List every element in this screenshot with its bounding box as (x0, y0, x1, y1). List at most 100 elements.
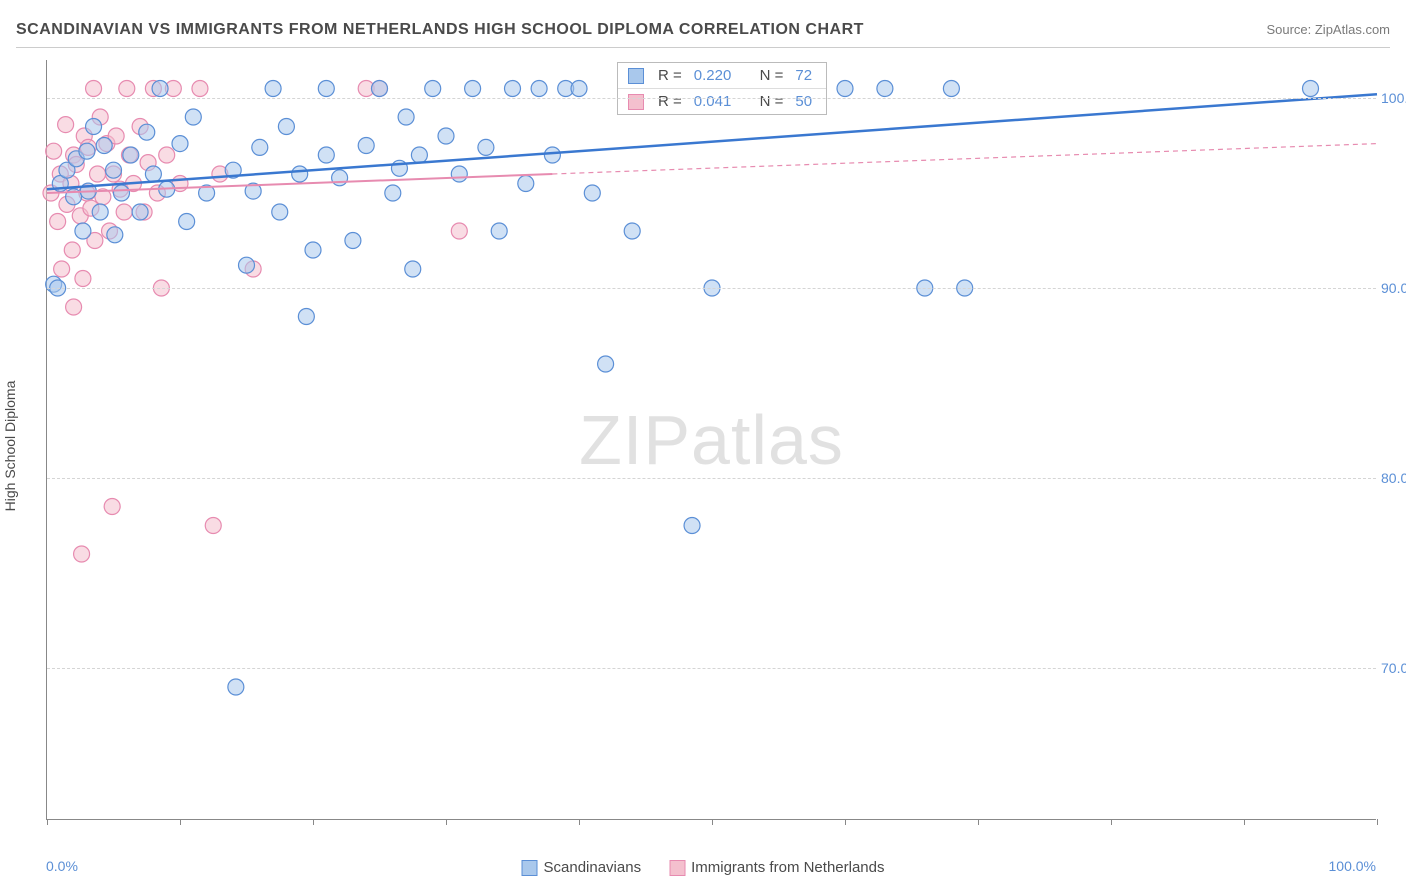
y-tick-label: 80.0% (1381, 470, 1406, 486)
n-value: 50 (795, 93, 812, 110)
gridline-h (47, 668, 1376, 669)
data-point (491, 223, 507, 239)
n-label: N = (760, 67, 784, 84)
data-point (425, 81, 441, 97)
x-tick (579, 819, 580, 825)
data-point (113, 185, 129, 201)
data-point (104, 499, 120, 515)
data-point (837, 81, 853, 97)
data-point (96, 138, 112, 154)
data-point (943, 81, 959, 97)
data-point (139, 124, 155, 140)
y-tick-label: 100.0% (1381, 90, 1406, 106)
data-point (123, 147, 139, 163)
y-tick-label: 90.0% (1381, 280, 1406, 296)
data-point (252, 139, 268, 155)
data-point (598, 356, 614, 372)
data-point (372, 81, 388, 97)
x-tick (978, 819, 979, 825)
data-point (106, 162, 122, 178)
data-point (451, 166, 467, 182)
x-tick (180, 819, 181, 825)
data-point (318, 81, 334, 97)
legend-label: Immigrants from Netherlands (691, 859, 884, 876)
r-value: 0.220 (694, 67, 732, 84)
y-axis-label: High School Diploma (2, 381, 18, 512)
data-point (345, 233, 361, 249)
data-point (272, 204, 288, 220)
data-point (411, 147, 427, 163)
chart-svg (47, 60, 1376, 819)
x-tick (446, 819, 447, 825)
data-point (46, 143, 62, 159)
data-point (75, 223, 91, 239)
n-label: N = (760, 93, 784, 110)
data-point (172, 136, 188, 152)
chart-title: SCANDINAVIAN VS IMMIGRANTS FROM NETHERLA… (16, 21, 864, 39)
plot-area: ZIPatlas R =0.220 N =72R =0.041 N =50 70… (46, 60, 1376, 820)
stats-row: R = 0.041 N = 50 (618, 88, 826, 114)
gridline-h (47, 288, 1376, 289)
data-point (358, 138, 374, 154)
data-point (505, 81, 521, 97)
data-point (54, 261, 70, 277)
data-point (298, 309, 314, 325)
x-max-label: 100.0% (1329, 858, 1376, 874)
data-point (86, 81, 102, 97)
bottom-legend: Scandinavians Immigrants from Netherlands (522, 859, 885, 876)
data-point (107, 227, 123, 243)
data-point (398, 109, 414, 125)
series-swatch (522, 860, 538, 876)
data-point (79, 143, 95, 159)
data-point (478, 139, 494, 155)
trend-line (552, 144, 1377, 174)
data-point (385, 185, 401, 201)
data-point (544, 147, 560, 163)
legend-item: Scandinavians (522, 859, 642, 876)
data-point (64, 242, 80, 258)
gridline-h (47, 98, 1376, 99)
x-tick (313, 819, 314, 825)
data-point (90, 166, 106, 182)
data-point (74, 546, 90, 562)
data-point (1303, 81, 1319, 97)
data-point (179, 214, 195, 230)
data-point (278, 119, 294, 135)
x-tick (1111, 819, 1112, 825)
data-point (132, 204, 148, 220)
data-point (192, 81, 208, 97)
y-tick-label: 70.0% (1381, 660, 1406, 676)
data-point (58, 117, 74, 133)
data-point (877, 81, 893, 97)
data-point (332, 170, 348, 186)
data-point (465, 81, 481, 97)
data-point (684, 518, 700, 534)
source-label: Source: ZipAtlas.com (1266, 22, 1390, 37)
series-swatch (628, 68, 644, 84)
gridline-h (47, 478, 1376, 479)
data-point (318, 147, 334, 163)
data-point (152, 81, 168, 97)
data-point (531, 81, 547, 97)
data-point (145, 166, 161, 182)
data-point (185, 109, 201, 125)
legend-label: Scandinavians (544, 859, 642, 876)
data-point (305, 242, 321, 258)
data-point (292, 166, 308, 182)
x-tick (47, 819, 48, 825)
legend-item: Immigrants from Netherlands (669, 859, 884, 876)
data-point (75, 271, 91, 287)
stats-box: R =0.220 N =72R =0.041 N =50 (617, 62, 827, 115)
r-value: 0.041 (694, 93, 732, 110)
data-point (116, 204, 132, 220)
series-swatch (669, 860, 685, 876)
data-point (518, 176, 534, 192)
data-point (451, 223, 467, 239)
x-tick (1377, 819, 1378, 825)
data-point (66, 299, 82, 315)
x-tick (1244, 819, 1245, 825)
series-swatch (628, 94, 644, 110)
r-label: R = (658, 93, 682, 110)
data-point (92, 204, 108, 220)
data-point (86, 119, 102, 135)
